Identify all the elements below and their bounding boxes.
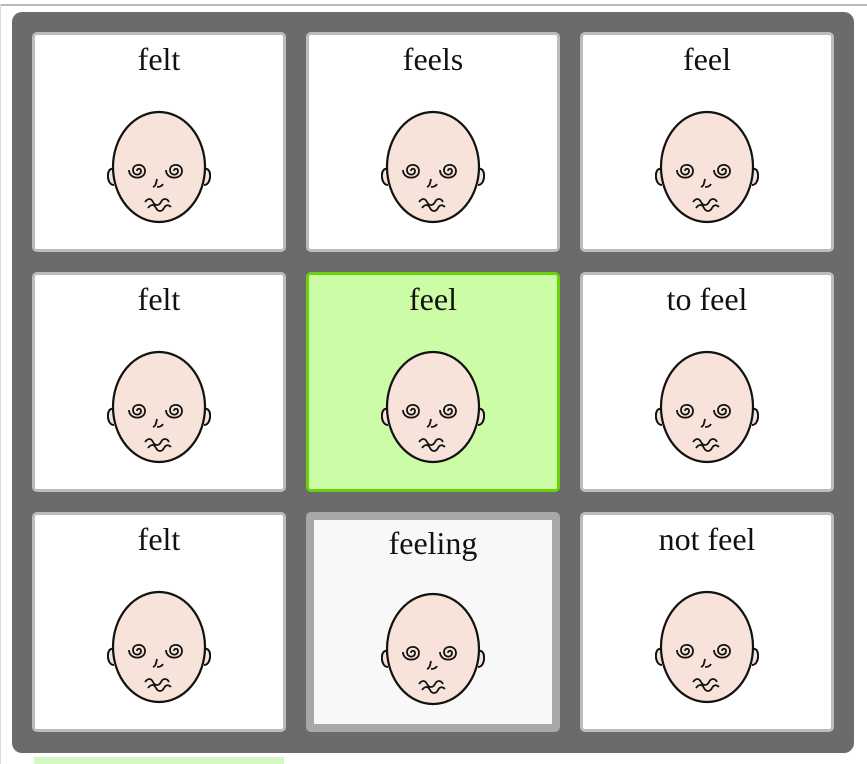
dizzy-face-icon: [107, 590, 211, 704]
cell-label: feel: [683, 41, 731, 77]
cell-label: not feel: [658, 521, 756, 557]
cell-label: feeling: [388, 525, 478, 561]
grid-cell-feeling[interactable]: feeling: [306, 512, 560, 732]
grid-cell-felt[interactable]: felt: [32, 512, 286, 732]
next-row-peek: [34, 757, 284, 764]
cell-label: felt: [137, 281, 181, 317]
grid-cell-felt[interactable]: felt: [32, 32, 286, 252]
cell-label: to feel: [666, 281, 748, 317]
dizzy-face-icon: [655, 590, 759, 704]
cell-label: feel: [409, 281, 457, 317]
grid-cell-not-feel[interactable]: not feel: [580, 512, 834, 732]
grid-cell-to-feel[interactable]: to feel: [580, 272, 834, 492]
dizzy-face-icon: [655, 110, 759, 224]
cell-label: felt: [137, 41, 181, 77]
symbol-grid: felt feels feel: [12, 12, 854, 753]
dizzy-face-icon: [107, 110, 211, 224]
grid-cell-felt[interactable]: felt: [32, 272, 286, 492]
grid-cell-feel[interactable]: feel: [580, 32, 834, 252]
cell-label: feels: [402, 41, 464, 77]
grid-cell-feel-selected[interactable]: feel: [306, 272, 560, 492]
dizzy-face-icon: [381, 110, 485, 224]
window-top-edge: [0, 4, 867, 6]
dizzy-face-icon: [381, 350, 485, 464]
dizzy-face-icon: [381, 592, 485, 706]
dizzy-face-icon: [655, 350, 759, 464]
cell-label: felt: [137, 521, 181, 557]
grid-cell-feels[interactable]: feels: [306, 32, 560, 252]
dizzy-face-icon: [107, 350, 211, 464]
